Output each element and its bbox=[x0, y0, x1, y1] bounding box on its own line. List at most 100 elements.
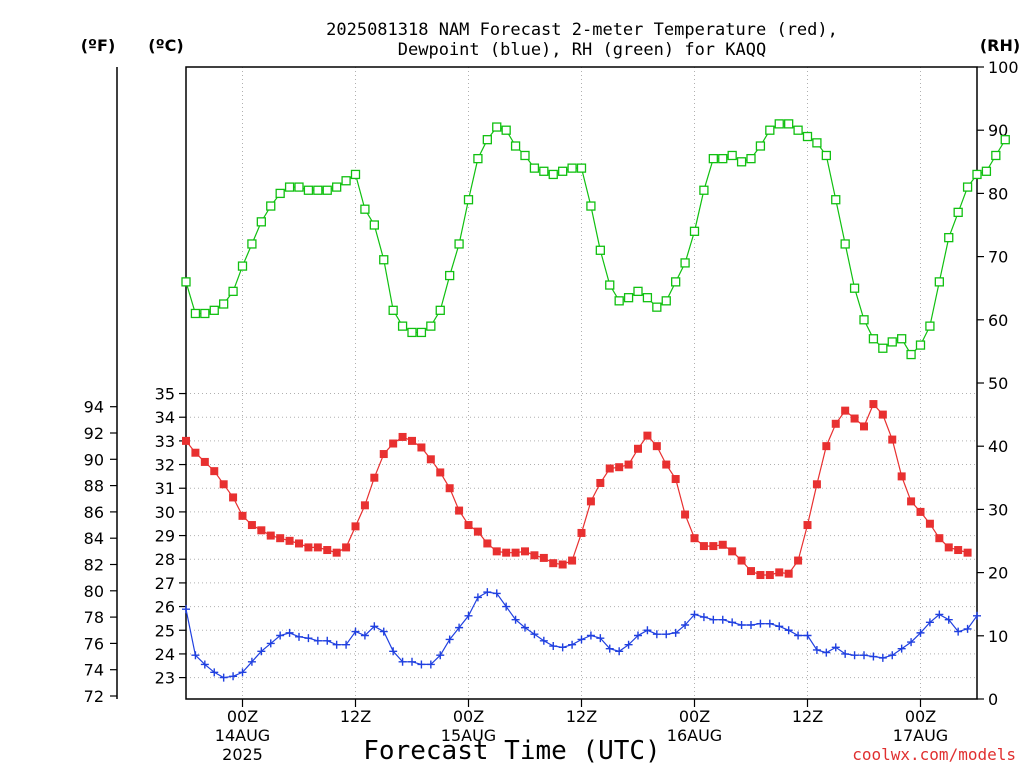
dewpoint-point bbox=[229, 672, 238, 681]
chart-title-line2: Dewpoint (blue), RH (green) for KAQQ bbox=[398, 40, 766, 60]
dewpoint-point bbox=[860, 651, 868, 660]
dewpoint-point bbox=[907, 638, 916, 647]
dewpoint-point bbox=[568, 640, 577, 649]
celsius-tick-label: 32 bbox=[155, 456, 175, 475]
dewpoint-point bbox=[709, 615, 718, 624]
dewpoint-point bbox=[954, 627, 963, 636]
rh-point bbox=[755, 141, 766, 151]
rh-point bbox=[520, 150, 530, 161]
rh-point bbox=[774, 119, 784, 129]
rh-point bbox=[784, 119, 794, 129]
temperature-point bbox=[426, 455, 435, 464]
temperature-point bbox=[257, 526, 266, 535]
temperature-point bbox=[634, 444, 642, 453]
rh-point bbox=[256, 217, 266, 227]
rh-markers bbox=[181, 119, 1010, 360]
dewpoint-point bbox=[586, 631, 595, 640]
dewpoint-point bbox=[266, 639, 275, 648]
dewpoint-point bbox=[803, 631, 812, 640]
rh-point bbox=[237, 261, 248, 271]
temperature-point bbox=[699, 542, 708, 551]
celsius-tick-label: 30 bbox=[155, 503, 175, 522]
rh-tick-label: 40 bbox=[988, 437, 1008, 456]
series-layer bbox=[181, 119, 1010, 682]
gridlines bbox=[186, 67, 977, 699]
credit-text: coolwx.com/models bbox=[852, 745, 1016, 764]
dewpoint-point bbox=[455, 623, 464, 632]
rh-point bbox=[699, 185, 709, 195]
temperature-point bbox=[539, 553, 548, 562]
rh-point bbox=[746, 153, 756, 164]
rh-point bbox=[501, 125, 511, 135]
fahrenheit-tick-label: 92 bbox=[84, 424, 104, 443]
rh-tick-label: 0 bbox=[988, 690, 998, 709]
rh-point bbox=[849, 283, 860, 293]
unit-label-celsius: (ºC) bbox=[148, 36, 183, 55]
rh-point bbox=[981, 166, 992, 176]
rh-point bbox=[793, 125, 803, 135]
dewpoint-point bbox=[577, 635, 586, 644]
rh-line bbox=[185, 123, 1006, 356]
rh-tick-label: 70 bbox=[988, 248, 1008, 267]
fahrenheit-tick-label: 76 bbox=[84, 634, 104, 653]
rh-point bbox=[925, 321, 935, 331]
celsius-tick-label: 29 bbox=[155, 527, 175, 546]
x-tick-label: 00Z bbox=[905, 707, 936, 726]
dewpoint-point bbox=[351, 627, 360, 636]
rh-point bbox=[482, 135, 492, 145]
rh-point bbox=[200, 308, 210, 319]
dewpoint-point bbox=[285, 628, 294, 637]
dewpoint-point bbox=[182, 605, 190, 614]
dewpoint-point bbox=[238, 668, 247, 677]
rh-point bbox=[435, 305, 445, 315]
dewpoint-point bbox=[530, 630, 539, 639]
temperature-point bbox=[850, 414, 859, 423]
rh-point bbox=[671, 277, 681, 287]
dewpoint-point bbox=[878, 653, 887, 662]
temperature-point bbox=[200, 457, 209, 466]
temperature-point bbox=[379, 450, 388, 459]
rh-point bbox=[539, 166, 549, 176]
rh-point bbox=[294, 182, 304, 192]
rh-point bbox=[906, 349, 916, 360]
temperature-point bbox=[389, 439, 398, 448]
rh-point bbox=[689, 226, 700, 236]
dewpoint-point bbox=[822, 648, 831, 657]
temperature-point bbox=[417, 443, 426, 452]
dewpoint-point bbox=[539, 636, 548, 645]
temperature-point bbox=[728, 547, 737, 556]
rh-point bbox=[181, 277, 191, 287]
temperature-point bbox=[765, 571, 774, 580]
rh-point bbox=[887, 337, 897, 347]
celsius-tick-label: 33 bbox=[155, 432, 175, 451]
dewpoint-point bbox=[681, 620, 690, 629]
rh-point bbox=[821, 150, 831, 161]
temperature-point bbox=[360, 501, 369, 510]
rh-point bbox=[426, 321, 436, 331]
dewpoint-point bbox=[445, 635, 454, 644]
temperature-point bbox=[718, 540, 727, 549]
rh-tick-label: 80 bbox=[988, 184, 1008, 203]
dewpoint-point bbox=[850, 651, 859, 660]
dewpoint-point bbox=[662, 630, 671, 639]
temperature-point bbox=[455, 506, 464, 515]
dewpoint-point bbox=[737, 620, 746, 629]
temperature-point bbox=[219, 480, 228, 489]
temperature-line bbox=[185, 402, 968, 576]
fahrenheit-tick-label: 82 bbox=[84, 556, 104, 575]
dewpoint-point bbox=[370, 622, 379, 631]
dewpoint-point bbox=[973, 611, 981, 620]
fahrenheit-tick-label: 74 bbox=[84, 661, 104, 680]
fahrenheit-tick-label: 80 bbox=[84, 582, 104, 601]
dewpoint-point bbox=[247, 657, 256, 666]
dewpoint-point bbox=[492, 589, 501, 598]
dewpoint-point bbox=[925, 618, 934, 627]
rh-point bbox=[548, 169, 558, 180]
dewpoint-point bbox=[313, 636, 322, 645]
dewpoint-point bbox=[831, 643, 840, 652]
dewpoint-point bbox=[605, 644, 614, 653]
rh-point bbox=[652, 302, 662, 312]
dewpoint-point bbox=[897, 644, 906, 653]
dewpoint-point bbox=[624, 640, 633, 649]
rh-point bbox=[934, 277, 944, 287]
